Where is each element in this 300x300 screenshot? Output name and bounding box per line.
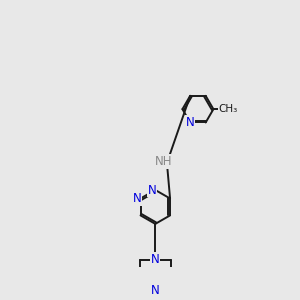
Text: N: N <box>151 253 160 266</box>
Text: N: N <box>186 116 195 129</box>
Text: NH: NH <box>155 155 172 168</box>
Text: N: N <box>151 284 160 297</box>
Text: N: N <box>133 192 142 205</box>
Text: CH₃: CH₃ <box>218 104 238 114</box>
Text: N: N <box>148 184 157 196</box>
